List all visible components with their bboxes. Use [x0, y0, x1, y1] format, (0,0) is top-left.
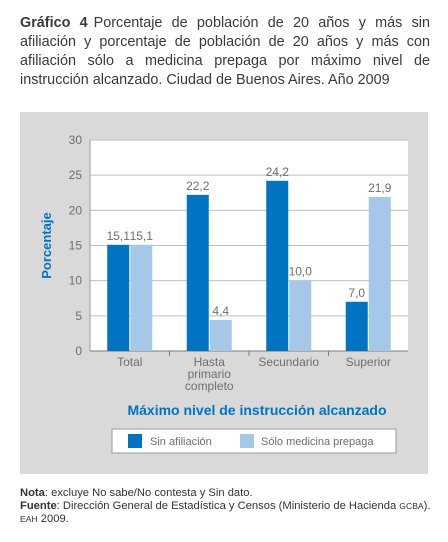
x-tick-label: primario [188, 367, 232, 381]
legend-swatch-sin-afiliacion [128, 434, 142, 448]
x-tick-label: completo [185, 379, 234, 393]
data-label: 15,1 [107, 229, 131, 243]
x-tick-label: Superior [346, 355, 391, 369]
bar-solo-prepaga [368, 196, 391, 351]
caption-text: Porcentaje de población de 20 años y más… [20, 15, 430, 88]
y-tick-label: 15 [69, 239, 83, 253]
nota-line: Nota: excluye No sabe/No contesta y Sin … [20, 487, 432, 500]
x-tick-label: Secundario [258, 355, 319, 369]
bar-solo-prepaga [209, 320, 232, 351]
fuente-eah: eah [20, 514, 38, 524]
caption-label: Gráfico 4 [20, 15, 88, 31]
legend-label-solo-prepaga: Sólo medicina prepaga [261, 436, 374, 448]
nota-text: : excluye No sabe/No contesta y Sin dato… [44, 487, 253, 499]
legend-label-sin-afiliacion: Sin afiliación [150, 436, 212, 448]
data-label: 4,4 [212, 304, 229, 318]
y-tick-label: 0 [75, 344, 82, 358]
fuente-text-3: 2009. [37, 513, 69, 525]
chart-caption: Gráfico 4 Porcentaje de población de 20 a… [20, 14, 430, 90]
y-tick-label: 25 [69, 168, 83, 182]
fuente-gcba: gcba [399, 501, 424, 511]
bar-solo-prepaga [130, 244, 153, 351]
fuente-text-1: : Dirección General de Estadística y Cen… [56, 500, 400, 512]
nota-label: Nota [20, 487, 45, 499]
data-label: 22,2 [186, 179, 210, 193]
bar-sin-afiliacion [345, 301, 368, 351]
bar-solo-prepaga [289, 280, 312, 351]
data-label: 24,2 [266, 165, 290, 179]
y-tick-label: 10 [69, 274, 83, 288]
x-tick-label: Total [117, 355, 142, 369]
legend-swatch-solo-prepaga [240, 434, 254, 448]
y-tick-label: 30 [69, 133, 83, 147]
bar-sin-afiliacion [107, 244, 130, 351]
x-axis-title: Máximo nivel de instrucción alcanzado [127, 402, 386, 418]
x-tick-label: Hasta [194, 355, 226, 369]
fuente-text-2: ). [423, 500, 431, 512]
bar-sin-afiliacion [186, 194, 209, 351]
y-axis-title: Porcentaje [39, 212, 54, 278]
y-tick-label: 20 [69, 203, 83, 217]
data-label: 7,0 [348, 286, 365, 300]
data-label: 15,1 [130, 229, 154, 243]
data-label: 10,0 [289, 265, 313, 279]
fuente-line: Fuente: Dirección General de Estadística… [20, 500, 432, 526]
fuente-label: Fuente [20, 500, 57, 512]
bar-sin-afiliacion [266, 180, 289, 351]
bar-chart: 0 5 10 15 20 25 30 15,1 15,1 Total 22,2 4,4 Hastapri… [39, 133, 408, 454]
chart-notes: Nota: excluye No sabe/No contesta y Sin … [20, 487, 432, 526]
data-label: 21,9 [368, 181, 392, 195]
chart-panel: 0 5 10 15 20 25 30 15,1 15,1 Total 22,2 4,4 Hasta pri… [20, 112, 428, 474]
y-tick-label: 5 [75, 309, 82, 323]
